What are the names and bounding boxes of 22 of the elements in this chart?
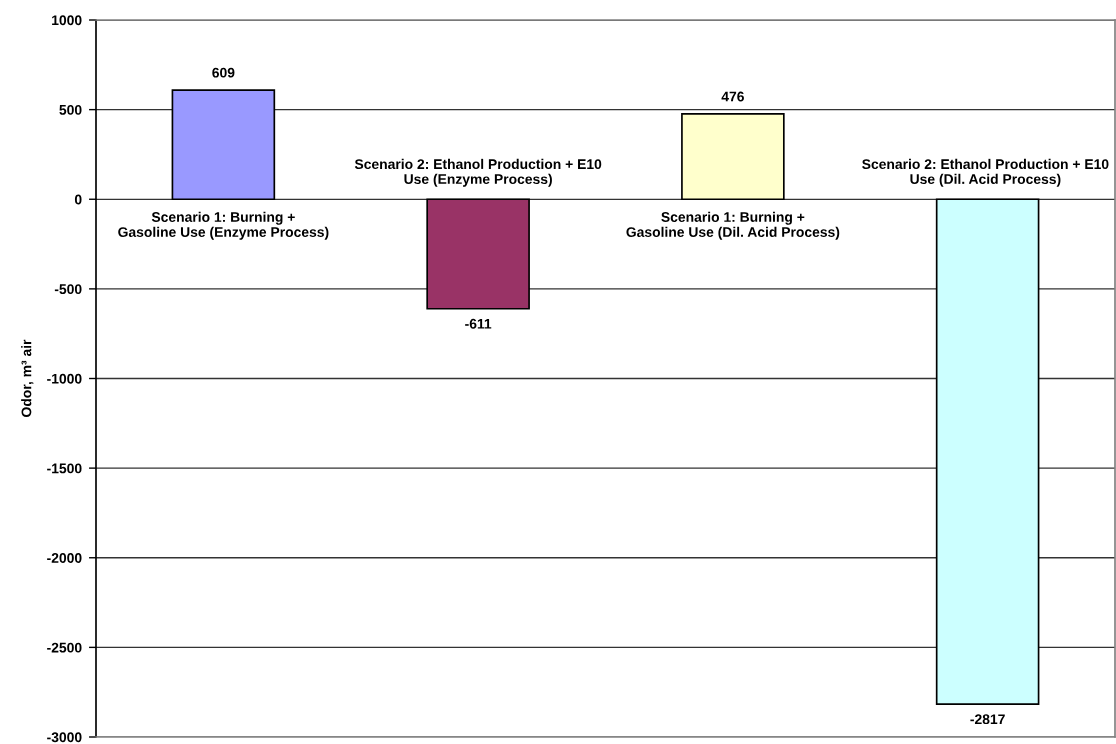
data-label: -2817: [970, 714, 1005, 725]
data-label: 476: [721, 91, 744, 102]
y-tick-label: -500: [54, 284, 82, 295]
x-tick-label: Scenario 2: Ethanol Production + E10 Use (Enzyme Process): [354, 158, 602, 187]
y-tick-label: -2000: [47, 553, 82, 563]
x-tick-label: Scenario 2: Ethanol Production + E10 Use (Dil. Acid Process): [862, 158, 1109, 187]
y-tick-label: 0: [74, 194, 82, 205]
bar: [426, 198, 530, 310]
x-tick-label: Scenario 1: Burning + Gasoline Use (Dil. Acid Process): [626, 211, 840, 240]
data-label: -611: [465, 318, 492, 329]
bar: [681, 113, 785, 201]
bar: [171, 89, 276, 201]
y-tick-label: 1000: [52, 15, 82, 26]
y-tick-label: -3000: [47, 732, 82, 743]
bar: [935, 198, 1040, 706]
y-tick-label: 500: [59, 104, 82, 115]
data-label: 609: [212, 67, 235, 78]
y-tick-label: -1000: [47, 373, 82, 384]
y-tick-label: -2500: [47, 642, 82, 653]
y-tick-label: -1500: [47, 463, 82, 474]
y-axis-title: Odor, m³ air: [21, 339, 34, 417]
x-tick-label: Scenario 1: Burning + Gasoline Use (Enzyme Process): [118, 211, 329, 240]
